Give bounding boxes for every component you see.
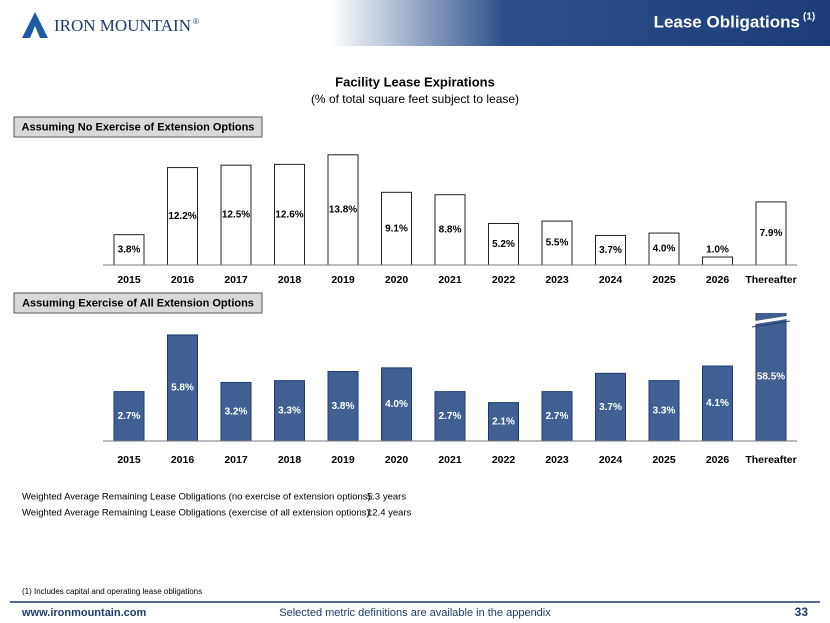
bar: [113, 234, 145, 266]
logo-mark: ®: [193, 17, 199, 26]
page-number: 33: [795, 605, 809, 619]
value-label: 3.3%: [278, 405, 301, 416]
value-label: 5.2%: [492, 239, 515, 250]
header-band: [330, 0, 830, 46]
bar: [648, 380, 680, 442]
chart-subheading: (% of total square feet subject to lease…: [311, 92, 519, 106]
note-value: 12.4 years: [367, 508, 412, 519]
x-tick-label: 2023: [545, 454, 569, 466]
value-label: 2.7%: [546, 411, 569, 422]
x-tick-label: 2025: [652, 274, 676, 286]
value-label: 13.8%: [329, 205, 357, 216]
x-tick-label: 2023: [545, 274, 569, 286]
value-label: 2.1%: [492, 416, 515, 427]
bar: [702, 365, 733, 442]
x-tick-label: 2021: [438, 454, 462, 466]
x-tick-label: 2022: [492, 274, 516, 286]
note-value: 5.3 years: [367, 492, 406, 503]
bar: [434, 391, 466, 442]
value-label: 12.5%: [222, 210, 250, 221]
bar: [220, 381, 252, 442]
value-label: 3.3%: [653, 405, 676, 416]
x-tick-label: 2026: [706, 454, 730, 466]
value-label: 3.8%: [118, 244, 141, 255]
x-tick-label: 2019: [331, 454, 355, 466]
logo-icon-inner: [30, 26, 40, 38]
value-label: 4.1%: [706, 398, 729, 409]
value-label: 2.7%: [439, 411, 462, 422]
x-tick-label: 2018: [278, 274, 302, 286]
value-label: 3.2%: [225, 406, 248, 417]
bar: [488, 402, 519, 442]
break-mark: [751, 320, 791, 328]
x-tick-label: 2026: [706, 274, 730, 286]
bar: [541, 220, 573, 266]
footnote: (1) Includes capital and operating lease…: [22, 587, 202, 596]
value-label: 7.9%: [760, 228, 783, 239]
bar: [755, 201, 787, 266]
x-tick-label: 2016: [171, 454, 195, 466]
bar: [702, 256, 733, 266]
x-tick-label: 2019: [331, 274, 355, 286]
value-label: 3.8%: [332, 401, 355, 412]
x-tick-label: 2024: [599, 454, 623, 466]
bar: [167, 334, 198, 442]
slide-title-sup: (1): [803, 12, 815, 23]
value-label: 8.8%: [439, 225, 462, 236]
value-label: 2.7%: [118, 411, 141, 422]
x-tick-label: 2020: [385, 274, 409, 286]
value-label: 3.7%: [599, 245, 622, 256]
bar: [113, 391, 145, 442]
x-tick-label: 2015: [117, 454, 141, 466]
section-banner: [13, 116, 263, 138]
x-tick-label: Thereafter: [745, 274, 796, 286]
x-tick-label: 2022: [492, 454, 516, 466]
bar: [274, 380, 305, 442]
value-label: 5.8%: [171, 383, 194, 394]
footer-url: www.ironmountain.com: [21, 607, 146, 619]
value-label: 12.6%: [275, 209, 303, 220]
x-tick-label: 2025: [652, 454, 676, 466]
chart-heading: Facility Lease Expirations: [335, 74, 495, 89]
value-label: 9.1%: [385, 223, 408, 234]
bar: [595, 234, 626, 266]
bar: [541, 391, 573, 442]
value-label: 5.5%: [546, 238, 569, 249]
value-label: 12.2%: [168, 211, 196, 222]
x-tick-label: 2015: [117, 274, 141, 286]
x-tick-label: 2024: [599, 274, 623, 286]
note-label: Weighted Average Remaining Lease Obligat…: [22, 492, 373, 503]
x-tick-label: 2017: [224, 274, 248, 286]
bar: [595, 372, 626, 442]
value-label: 1.0%: [706, 245, 729, 256]
bar: [381, 367, 412, 442]
logo-text: IRON MOUNTAIN: [54, 16, 191, 35]
x-tick-label: 2016: [171, 274, 195, 286]
x-tick-label: 2017: [224, 454, 248, 466]
x-tick-label: 2021: [438, 274, 462, 286]
footer-note: Selected metric definitions are availabl…: [279, 607, 551, 619]
break-mark: [751, 315, 791, 325]
bar: [167, 167, 198, 266]
x-tick-label: Thereafter: [745, 454, 796, 466]
slide-title: Lease Obligations: [654, 12, 800, 31]
x-tick-label: 2018: [278, 454, 302, 466]
x-tick-label: 2020: [385, 454, 409, 466]
section-banner: [13, 292, 263, 314]
section-label: Assuming No Exercise of Extension Option…: [22, 121, 255, 133]
value-label: 58.5%: [757, 372, 785, 383]
note-label: Weighted Average Remaining Lease Obligat…: [22, 508, 372, 519]
value-label: 4.0%: [653, 244, 676, 255]
bar: [327, 371, 359, 442]
bar: [434, 194, 466, 266]
section-label: Assuming Exercise of All Extension Optio…: [22, 297, 254, 309]
value-label: 3.7%: [599, 402, 622, 413]
bar: [274, 163, 305, 266]
logo-icon: [22, 12, 48, 38]
value-label: 4.0%: [385, 399, 408, 410]
